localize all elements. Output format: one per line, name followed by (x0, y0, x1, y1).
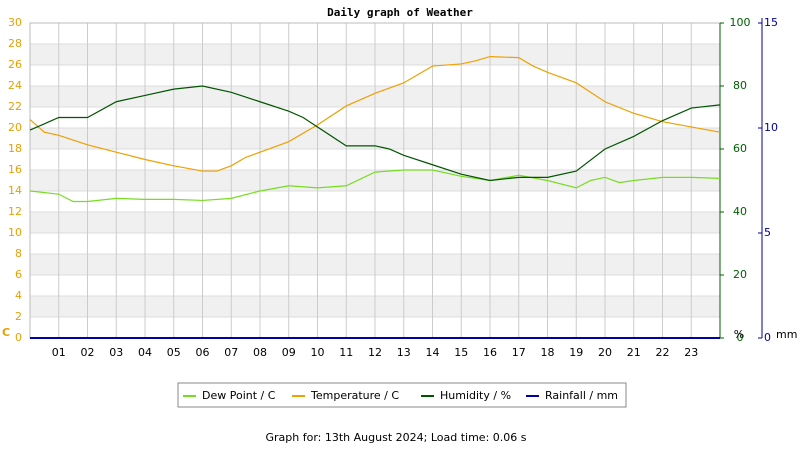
y2-tick-label: 80 (733, 79, 747, 92)
x-tick-label: 22 (656, 346, 670, 359)
y3-axis-label: mm (776, 328, 797, 341)
x-tick-label: 03 (109, 346, 123, 359)
y2-axis-label: % (734, 328, 744, 341)
y2-tick-label: 60 (733, 142, 747, 155)
y-tick-label: 28 (8, 37, 22, 50)
legend-label: Temperature / C (310, 389, 399, 402)
y2-tick-label: 0 (737, 331, 744, 344)
y-tick-label: 2 (15, 310, 22, 323)
subtitle: Graph for: 13th August 2024; Load time: … (266, 431, 527, 444)
y-tick-label: 16 (8, 163, 22, 176)
x-tick-label: 23 (684, 346, 698, 359)
x-tick-label: 01 (52, 346, 66, 359)
chart-title: Daily graph of Weather (327, 6, 473, 19)
x-tick-label: 14 (426, 346, 440, 359)
x-tick-label: 19 (569, 346, 583, 359)
x-tick-label: 08 (253, 346, 267, 359)
y-tick-label: 6 (15, 268, 22, 281)
x-tick-label: 06 (196, 346, 210, 359)
y-tick-label: 20 (8, 121, 22, 134)
y-tick-label: 24 (8, 79, 22, 92)
series-line (29, 85, 721, 182)
x-tick-label: 10 (311, 346, 325, 359)
x-tick-label: 18 (541, 346, 555, 359)
y3-tick-label: 15 (764, 16, 778, 29)
y-tick-label: 22 (8, 100, 22, 113)
legend-label: Humidity / % (440, 389, 511, 402)
y3-tick-label: 0 (764, 331, 771, 344)
x-tick-label: 11 (339, 346, 353, 359)
y-tick-label: 12 (8, 205, 22, 218)
x-tick-label: 17 (512, 346, 526, 359)
x-tick-label: 15 (454, 346, 468, 359)
x-tick-label: 20 (598, 346, 612, 359)
x-tick-label: 16 (483, 346, 497, 359)
x-tick-label: 04 (138, 346, 152, 359)
series-line (29, 55, 721, 172)
y-tick-label: 18 (8, 142, 22, 155)
x-tick-label: 13 (397, 346, 411, 359)
y-tick-label: 14 (8, 184, 22, 197)
y3-tick-label: 5 (764, 226, 771, 239)
x-tick-label: 21 (627, 346, 641, 359)
legend-box (177, 382, 627, 408)
legend-label: Dew Point / C (202, 389, 276, 402)
series-line (29, 169, 721, 203)
y-tick-label: 4 (15, 289, 22, 302)
legend-label: Rainfall / mm (545, 389, 618, 402)
x-tick-label: 09 (282, 346, 296, 359)
y3-tick-label: 10 (764, 121, 778, 134)
y2-tick-label: 20 (733, 268, 747, 281)
y-tick-label: 30 (8, 16, 22, 29)
y-tick-label: 26 (8, 58, 22, 71)
y-axis-label: C (2, 326, 10, 339)
x-tick-label: 02 (81, 346, 95, 359)
x-tick-label: 05 (167, 346, 181, 359)
y2-tick-label: 100 (730, 16, 751, 29)
x-tick-label: 12 (368, 346, 382, 359)
y-tick-label: 10 (8, 226, 22, 239)
x-tick-label: 07 (224, 346, 238, 359)
y-tick-label: 0 (15, 331, 22, 344)
y2-tick-label: 40 (733, 205, 747, 218)
y-tick-label: 8 (15, 247, 22, 260)
